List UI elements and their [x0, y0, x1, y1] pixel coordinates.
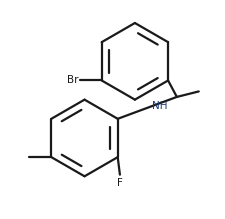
Text: NH: NH — [151, 101, 166, 111]
Text: F: F — [117, 178, 122, 188]
Text: Br: Br — [67, 76, 78, 85]
